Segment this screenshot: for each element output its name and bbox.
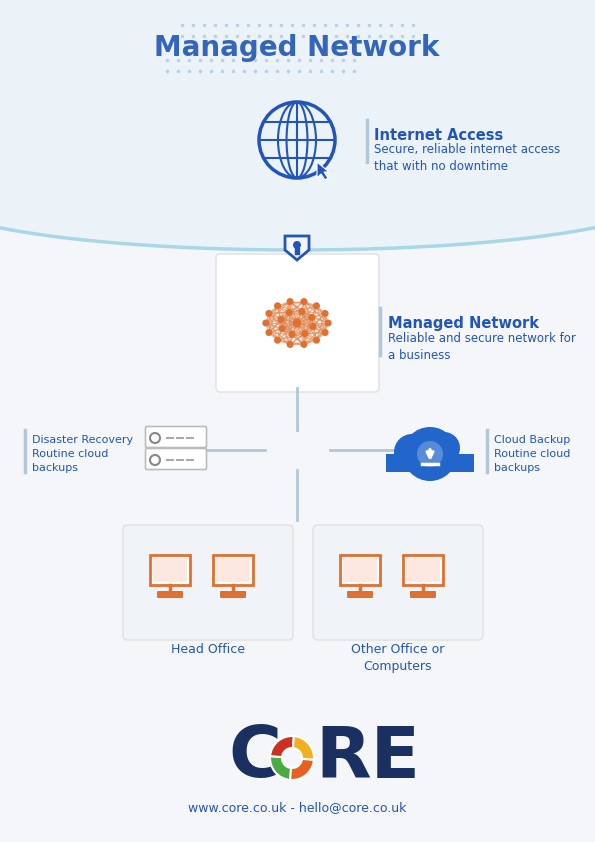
FancyBboxPatch shape: [347, 591, 373, 598]
Circle shape: [265, 310, 273, 317]
Text: Cloud Backup
Routine cloud
backups: Cloud Backup Routine cloud backups: [494, 435, 571, 473]
Polygon shape: [317, 162, 329, 180]
FancyBboxPatch shape: [313, 525, 483, 640]
Circle shape: [313, 337, 320, 344]
Circle shape: [286, 309, 293, 316]
Circle shape: [428, 432, 460, 464]
FancyBboxPatch shape: [216, 254, 379, 392]
Circle shape: [308, 314, 315, 321]
FancyBboxPatch shape: [146, 427, 206, 447]
FancyBboxPatch shape: [153, 558, 187, 582]
Text: www.core.co.uk - hello@core.co.uk: www.core.co.uk - hello@core.co.uk: [188, 802, 406, 814]
Text: Other Office or
Computers: Other Office or Computers: [351, 643, 444, 673]
Text: RE: RE: [315, 723, 420, 792]
Wedge shape: [270, 736, 294, 757]
Text: Managed Network: Managed Network: [154, 34, 440, 62]
FancyBboxPatch shape: [386, 454, 474, 472]
Circle shape: [403, 427, 457, 481]
Text: Managed Network: Managed Network: [388, 316, 539, 331]
Circle shape: [274, 302, 281, 309]
Circle shape: [300, 298, 308, 305]
Circle shape: [309, 323, 317, 330]
Circle shape: [262, 319, 270, 327]
FancyBboxPatch shape: [123, 525, 293, 640]
Circle shape: [301, 330, 308, 337]
Polygon shape: [0, 0, 595, 250]
Circle shape: [265, 329, 273, 336]
Wedge shape: [293, 736, 314, 760]
Circle shape: [293, 241, 301, 249]
Circle shape: [278, 325, 286, 332]
Circle shape: [274, 337, 281, 344]
Circle shape: [322, 329, 328, 336]
Circle shape: [293, 318, 302, 328]
Circle shape: [322, 310, 328, 317]
Polygon shape: [285, 236, 309, 260]
FancyBboxPatch shape: [406, 558, 440, 582]
Text: Reliable and secure network for
a business: Reliable and secure network for a busine…: [388, 332, 576, 362]
Circle shape: [287, 298, 293, 305]
FancyBboxPatch shape: [403, 555, 443, 585]
FancyBboxPatch shape: [157, 591, 183, 598]
Text: Head Office: Head Office: [171, 643, 245, 656]
Text: Secure, reliable internet access
that with no downtime: Secure, reliable internet access that wi…: [374, 143, 560, 173]
Wedge shape: [270, 756, 291, 780]
FancyBboxPatch shape: [410, 591, 436, 598]
Text: Disaster Recovery
Routine cloud
backups: Disaster Recovery Routine cloud backups: [32, 435, 133, 473]
Circle shape: [277, 316, 284, 323]
FancyBboxPatch shape: [213, 555, 253, 585]
Circle shape: [299, 308, 305, 315]
Circle shape: [289, 331, 296, 338]
Circle shape: [325, 319, 331, 327]
FancyBboxPatch shape: [340, 555, 380, 585]
Circle shape: [313, 302, 320, 309]
FancyBboxPatch shape: [146, 449, 206, 470]
FancyBboxPatch shape: [150, 555, 190, 585]
FancyBboxPatch shape: [220, 591, 246, 598]
Text: C: C: [228, 723, 281, 792]
Circle shape: [287, 341, 293, 348]
Circle shape: [417, 441, 443, 467]
Circle shape: [394, 434, 430, 470]
FancyBboxPatch shape: [216, 558, 250, 582]
FancyBboxPatch shape: [343, 558, 377, 582]
Circle shape: [300, 341, 308, 348]
Wedge shape: [290, 759, 314, 780]
Text: Internet Access: Internet Access: [374, 128, 503, 143]
